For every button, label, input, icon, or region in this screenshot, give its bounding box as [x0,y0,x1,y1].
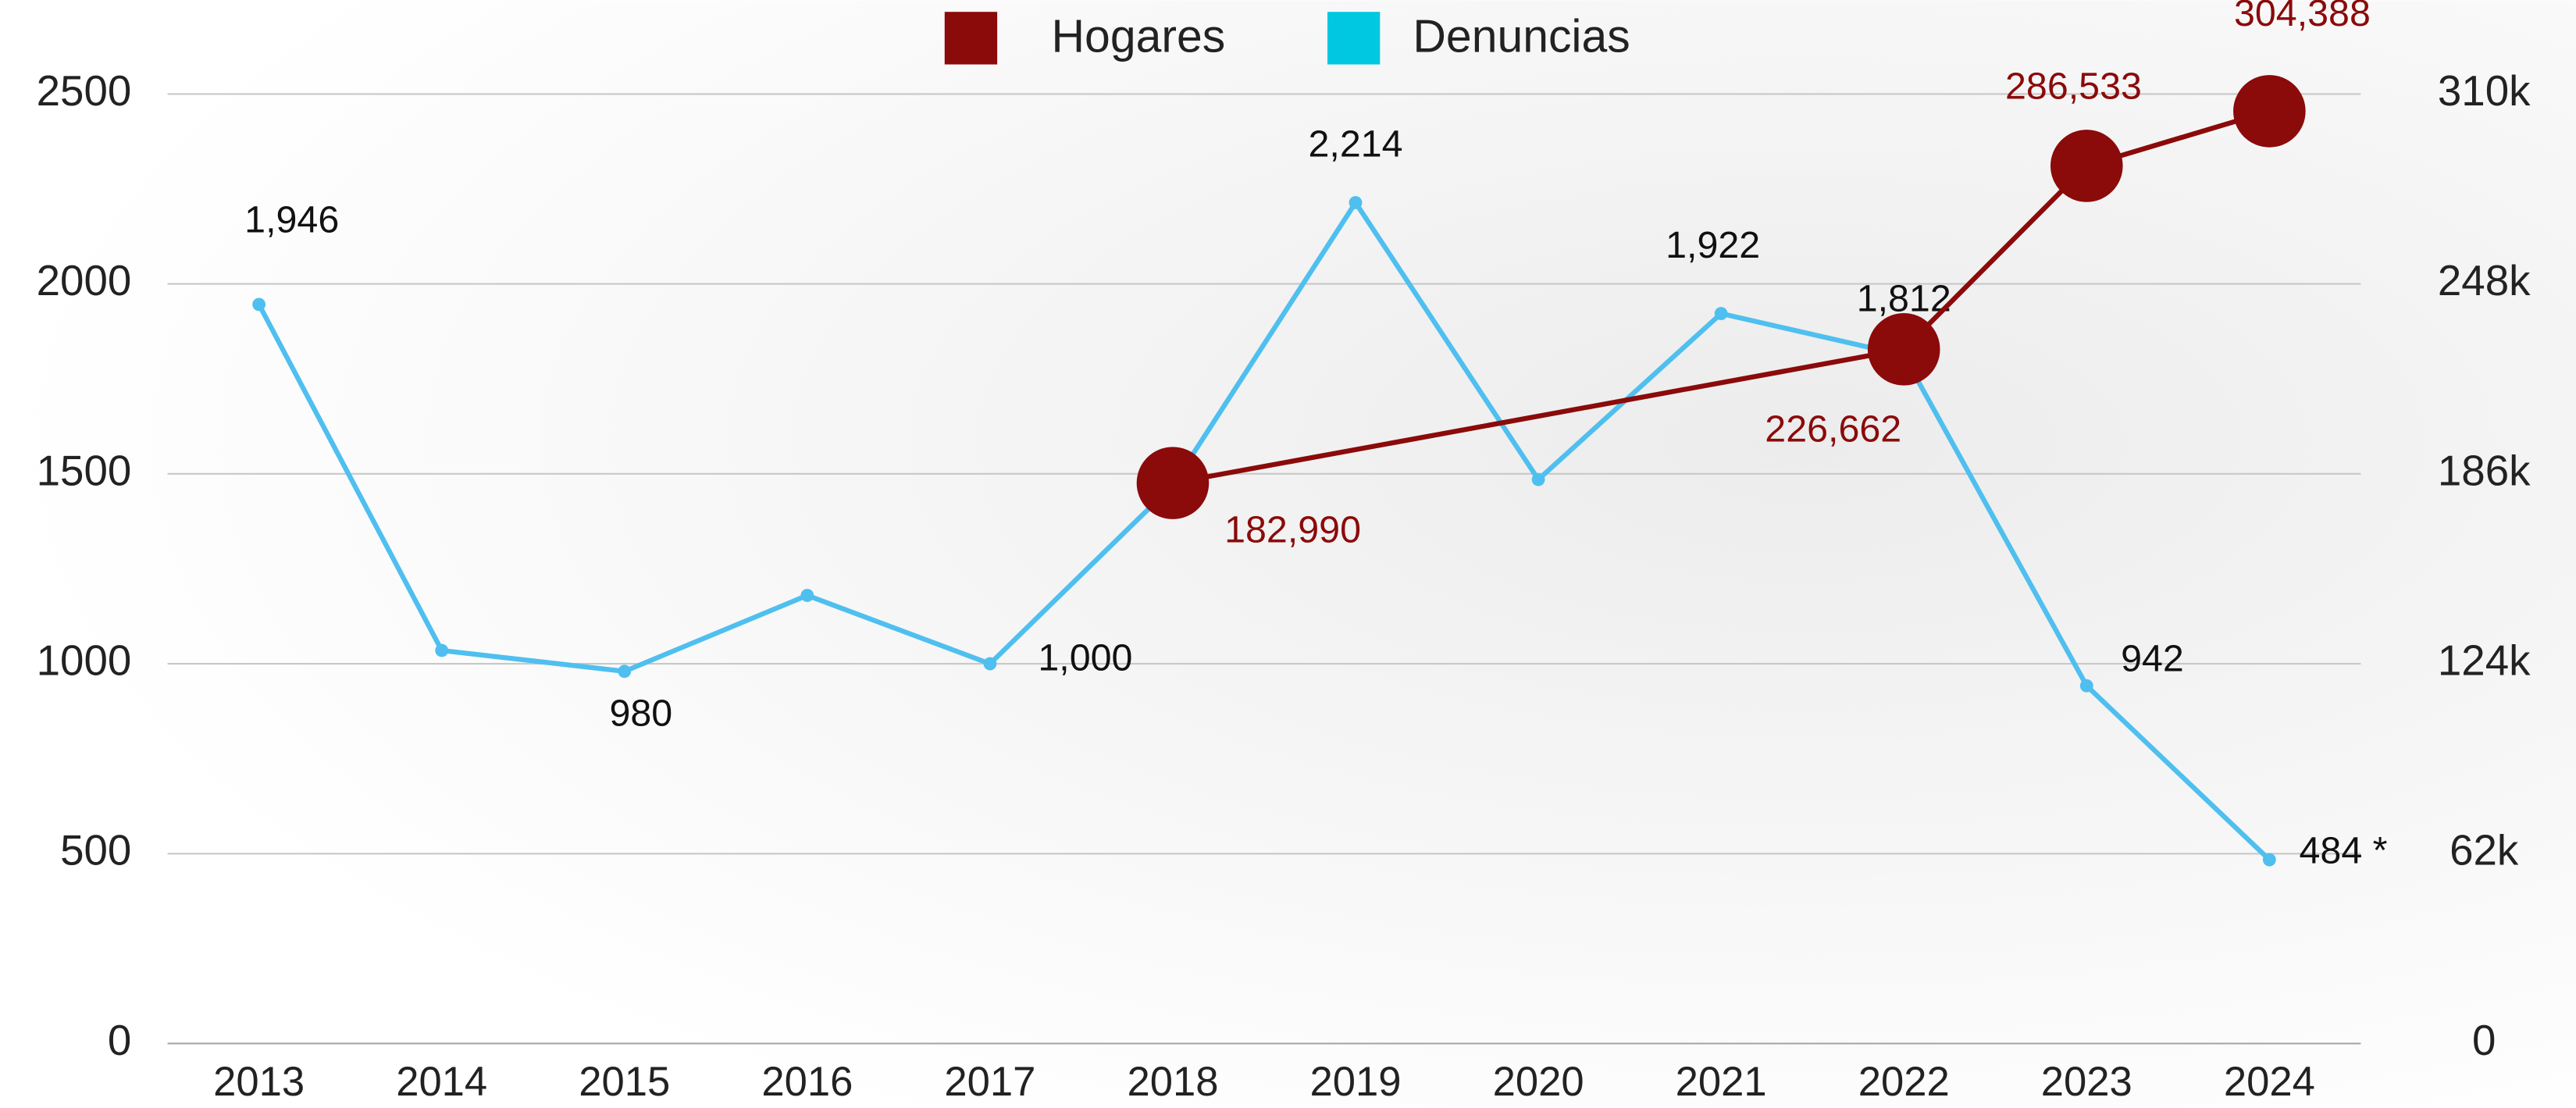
y2-tick-label: 62k [2450,826,2519,875]
legend-label: Denuncias [1413,12,1630,62]
y-tick-label: 1000 [37,636,132,684]
data-label: 1,000 [1038,637,1132,679]
data-point [983,657,997,671]
data-label: 182,990 [1224,509,1361,551]
data-point [1136,447,1210,519]
x-tick-label: 2017 [944,1059,1035,1105]
data-label: 484 * [2300,829,2388,871]
data-point [2050,130,2123,202]
x-tick-label: 2015 [579,1059,670,1105]
y2-tick-label: 248k [2438,256,2531,305]
data-label: 226,662 [1765,408,1901,450]
data-point [800,589,814,602]
x-tick-label: 2022 [1858,1059,1950,1105]
data-label: 2,214 [1308,123,1402,166]
data-point [2262,853,2276,867]
x-tick-label: 2020 [1493,1059,1584,1105]
data-point [618,664,632,679]
legend-swatch [944,12,998,65]
y-tick-label: 0 [108,1016,131,1064]
y-tick-label: 1500 [37,446,132,494]
data-point [2079,679,2093,693]
data-point [2233,75,2306,148]
x-tick-label: 2016 [761,1059,853,1105]
x-tick-label: 2018 [1127,1059,1218,1105]
y-tick-label: 2500 [37,66,132,115]
legend-label: Hogares [1052,12,1226,62]
y2-tick-label: 124k [2438,636,2531,684]
data-point [1714,307,1728,320]
data-label: 1,922 [1666,224,1760,266]
data-point [1531,472,1545,486]
data-point [252,297,266,312]
series-line [1172,109,2271,486]
data-point [1349,196,1363,209]
data-label: 1,812 [1857,277,1951,319]
data-label: 286,533 [2005,65,2142,107]
data-label: 980 [609,692,672,734]
y2-tick-label: 310k [2438,66,2531,115]
y2-tick-label: 186k [2438,446,2531,494]
y-tick-label: 500 [60,826,131,875]
y2-tick-label: 0 [2472,1016,2496,1064]
x-tick-label: 2014 [396,1059,487,1105]
data-point [435,643,449,657]
x-tick-label: 2021 [1676,1059,1767,1105]
series-line [256,198,2271,862]
x-tick-label: 2024 [2224,1059,2315,1105]
data-label: 304,388 [2234,0,2371,34]
data-label: 1,946 [244,198,339,240]
legend-swatch [1327,12,1381,65]
data-point [1867,313,1940,386]
x-tick-label: 2013 [213,1059,305,1105]
x-tick-label: 2019 [1310,1059,1402,1105]
data-label: 942 [2121,637,2184,679]
x-tick-label: 2023 [2041,1059,2132,1105]
y-tick-label: 2000 [37,256,132,305]
